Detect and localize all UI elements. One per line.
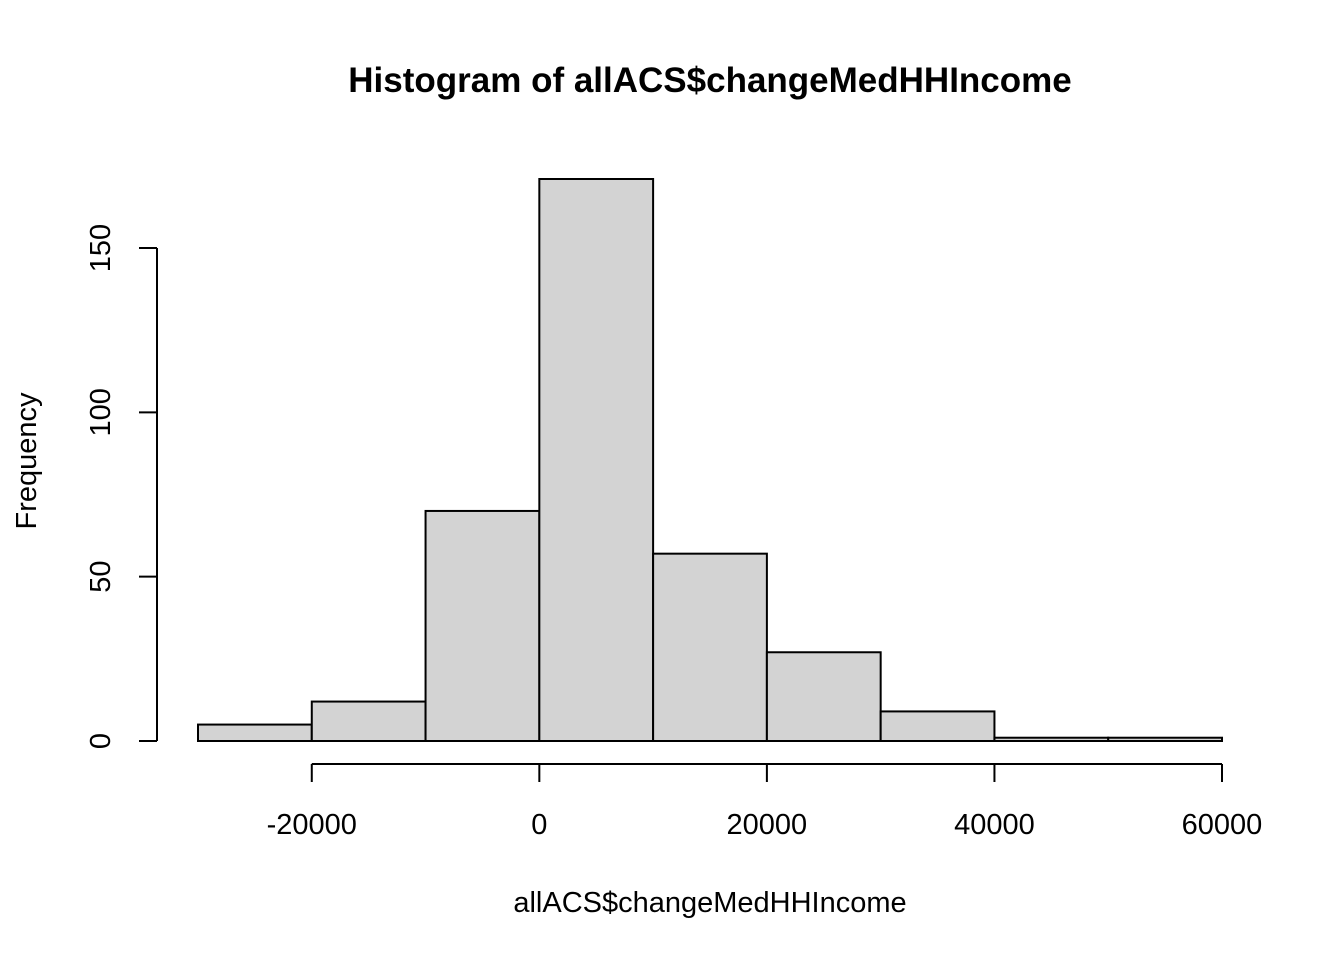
x-axis-label: allACS$changeMedHHIncome	[513, 887, 906, 919]
x-tick-label: 40000	[954, 809, 1035, 841]
chart-title: Histogram of allACS$changeMedHHIncome	[348, 61, 1071, 100]
x-tick-label: 60000	[1182, 809, 1263, 841]
histogram-bar-5	[652, 552, 768, 743]
histogram-bar-7	[879, 710, 996, 743]
histogram-bar-3	[424, 509, 541, 743]
y-axis-label: Frequency	[11, 392, 43, 530]
y-tick-label: 0	[85, 733, 117, 749]
histogram-bar-9	[1107, 736, 1223, 742]
y-tick-label: 50	[85, 561, 117, 593]
y-tick-label: 150	[85, 224, 117, 272]
histogram-bar-2	[310, 700, 427, 742]
x-tick-label: -20000	[267, 809, 357, 841]
x-axis: -20000 0 20000 40000 60000	[267, 763, 1263, 841]
histogram-bar-6	[765, 651, 882, 743]
histogram-bar-8	[993, 736, 1110, 742]
y-tick-label: 100	[85, 388, 117, 436]
histogram-bar-4	[538, 178, 655, 742]
histogram-bars	[197, 178, 1223, 743]
x-tick-label: 0	[531, 809, 547, 841]
histogram-bar-1	[197, 723, 313, 743]
x-tick-label: 20000	[727, 809, 808, 841]
y-axis: 0 50 100 150	[85, 224, 158, 749]
